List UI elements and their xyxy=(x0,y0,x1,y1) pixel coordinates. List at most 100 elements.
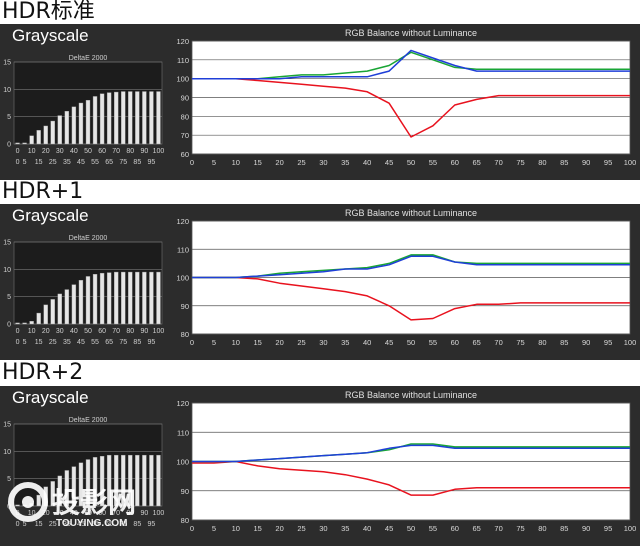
x-tick-label: 20 xyxy=(275,524,283,533)
deltae-bar xyxy=(15,504,20,507)
x-tick-label-secondary: 55 xyxy=(91,339,99,346)
deltae-bar xyxy=(121,271,126,325)
deltae-bar xyxy=(106,92,112,145)
section-label-hdr-plus-2: HDR+2 xyxy=(2,360,84,385)
x-tick-label: 0 xyxy=(16,148,20,155)
x-tick-label: 95 xyxy=(604,338,612,347)
grayscale-title: Grayscale xyxy=(12,388,89,407)
blue-series-line xyxy=(192,444,630,463)
x-tick-label: 60 xyxy=(451,524,459,533)
y-tick-label: 70 xyxy=(181,131,189,140)
x-tick-label: 30 xyxy=(56,510,64,517)
x-tick-label: 75 xyxy=(516,158,524,167)
x-tick-label: 100 xyxy=(624,158,637,167)
deltae-bar xyxy=(121,454,126,507)
x-tick-label: 45 xyxy=(385,524,393,533)
deltae-bar xyxy=(57,475,62,507)
deltae-bar xyxy=(43,304,48,325)
x-tick-label: 85 xyxy=(560,338,568,347)
grayscale-title: Grayscale xyxy=(12,26,89,45)
deltae-bar xyxy=(78,102,84,145)
x-tick-label: 90 xyxy=(140,328,148,335)
x-tick-label: 0 xyxy=(190,158,194,167)
x-tick-label: 30 xyxy=(319,524,327,533)
x-tick-label: 40 xyxy=(363,338,371,347)
y-tick-label: 5 xyxy=(7,294,11,301)
x-tick-label: 5 xyxy=(212,338,216,347)
rgb-balance-chart: RGB Balance without Luminance60708090100… xyxy=(176,28,637,167)
x-tick-label: 60 xyxy=(98,328,106,335)
x-tick-label: 20 xyxy=(275,338,283,347)
deltae-bar xyxy=(15,142,20,145)
x-tick-label-secondary: 5 xyxy=(23,521,27,528)
x-tick-label: 70 xyxy=(494,338,502,347)
x-tick-label-secondary: 95 xyxy=(148,159,156,166)
x-tick-label: 60 xyxy=(98,148,106,155)
line-chart-title: RGB Balance without Luminance xyxy=(345,208,477,218)
x-tick-label: 40 xyxy=(70,148,78,155)
x-tick-label: 0 xyxy=(190,524,194,533)
x-tick-label: 55 xyxy=(429,524,437,533)
deltae-bar xyxy=(156,271,161,325)
x-tick-label: 0 xyxy=(16,328,20,335)
bar-chart-title: DeltaE 2000 xyxy=(69,55,108,62)
x-tick-label-secondary: 75 xyxy=(119,159,127,166)
x-tick-label: 100 xyxy=(153,148,165,155)
x-tick-label: 50 xyxy=(407,158,415,167)
x-tick-label-secondary: 55 xyxy=(91,521,99,528)
y-tick-label: 90 xyxy=(181,94,189,103)
deltae-bar xyxy=(149,91,154,145)
x-tick-label: 50 xyxy=(84,328,92,335)
x-tick-label-secondary: 25 xyxy=(49,339,57,346)
deltae-bar xyxy=(135,271,140,325)
y-tick-label: 110 xyxy=(177,245,189,254)
x-tick-label: 90 xyxy=(582,338,590,347)
deltae-bar xyxy=(71,466,77,507)
deltae-bar xyxy=(57,293,62,325)
deltae-bar xyxy=(128,91,133,145)
x-tick-label-secondary: 85 xyxy=(133,159,141,166)
x-tick-label: 30 xyxy=(56,328,64,335)
deltae-bar xyxy=(85,100,91,145)
x-tick-label: 40 xyxy=(70,328,78,335)
x-tick-label: 80 xyxy=(126,328,134,335)
deltae-bar xyxy=(106,454,112,507)
x-tick-label: 40 xyxy=(363,158,371,167)
deltae-bar xyxy=(85,459,91,507)
deltae-bar xyxy=(50,299,55,325)
deltae-bar xyxy=(135,91,140,145)
x-tick-label: 55 xyxy=(429,338,437,347)
deltae-bar xyxy=(156,91,161,145)
y-tick-label: 5 xyxy=(7,476,11,483)
deltae-bar xyxy=(78,280,84,325)
x-tick-label-secondary: 65 xyxy=(105,339,113,346)
deltae-bar xyxy=(149,271,154,325)
x-tick-label-secondary: 5 xyxy=(23,339,27,346)
x-tick-label: 45 xyxy=(385,158,393,167)
x-tick-label: 10 xyxy=(28,328,36,335)
x-tick-label: 5 xyxy=(212,524,216,533)
chart-panel-2: Grayscale DeltaE 2000 0 5 10 15 0 10 20 30 40 50 60… xyxy=(0,204,640,360)
x-tick-label: 40 xyxy=(70,510,78,517)
x-tick-label-secondary: 35 xyxy=(63,521,71,528)
x-tick-label-secondary: 65 xyxy=(105,521,113,528)
section-label-hdr-plus-1: HDR+1 xyxy=(2,179,84,204)
y-tick-label: 80 xyxy=(181,516,189,525)
x-tick-label: 90 xyxy=(582,158,590,167)
deltae-bar xyxy=(22,142,27,145)
x-tick-label: 20 xyxy=(275,158,283,167)
x-tick-label-secondary: 15 xyxy=(35,521,43,528)
x-tick-label: 100 xyxy=(624,338,637,347)
x-tick-label: 10 xyxy=(28,510,36,517)
x-tick-label: 35 xyxy=(341,158,349,167)
y-tick-label: 120 xyxy=(176,217,189,226)
x-tick-label: 50 xyxy=(84,510,92,517)
y-tick-label: 100 xyxy=(176,458,189,467)
x-tick-label-secondary: 65 xyxy=(105,159,113,166)
x-tick-label: 90 xyxy=(140,510,148,517)
blue-series-line xyxy=(192,255,630,279)
x-tick-label-secondary: 35 xyxy=(63,159,71,166)
x-tick-label-secondary: 5 xyxy=(23,159,27,166)
